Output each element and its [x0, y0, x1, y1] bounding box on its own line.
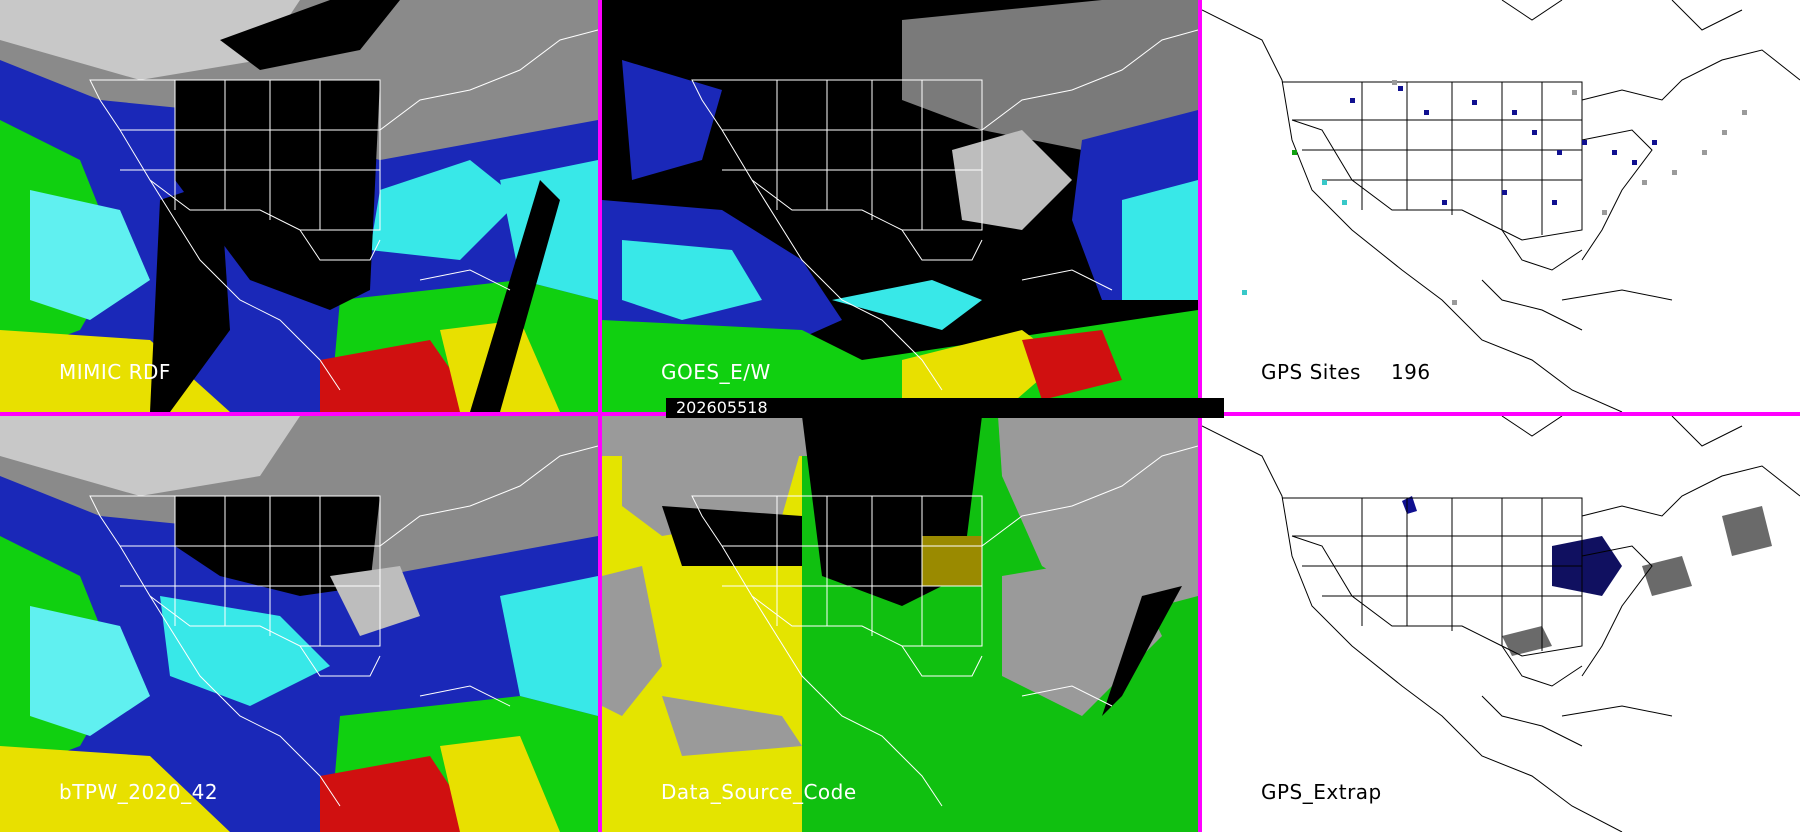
- gps-sites-map: [1202, 0, 1800, 412]
- btpw-map: [0, 416, 598, 832]
- panel-data-source-code: Data_Source_Code: [602, 416, 1198, 832]
- gps-sites-count: 196: [1390, 360, 1431, 384]
- data-source-code-map: [602, 416, 1198, 832]
- mimic-rdf-map: [0, 0, 598, 412]
- panel-goes-ew: GOES_E/W: [602, 0, 1198, 412]
- panel-label-btpw: bTPW_2020_42: [59, 780, 219, 804]
- panel-gps-extrap: GPS_Extrap: [1202, 416, 1800, 832]
- panel-mimic-rdf: MIMIC RDF: [0, 0, 598, 412]
- gps-extrap-map: [1202, 416, 1800, 832]
- panel-label-gps-sites: GPS Sites 196: [1261, 360, 1431, 384]
- panel-gps-sites: GPS Sites 196: [1202, 0, 1800, 412]
- panel-label-goes-ew: GOES_E/W: [661, 360, 771, 384]
- gps-site-markers: [1242, 80, 1747, 305]
- timestamp-label: 202605518: [666, 398, 1224, 418]
- gps-sites-title: GPS Sites: [1261, 360, 1361, 384]
- panel-label-mimic-rdf: MIMIC RDF: [59, 360, 171, 384]
- vertical-divider-left: [598, 0, 602, 832]
- panel-label-data-source-code: Data_Source_Code: [661, 780, 857, 804]
- panel-label-gps-extrap: GPS_Extrap: [1261, 780, 1382, 804]
- goes-ew-map: [602, 0, 1198, 412]
- panel-btpw: bTPW_2020_42: [0, 416, 598, 832]
